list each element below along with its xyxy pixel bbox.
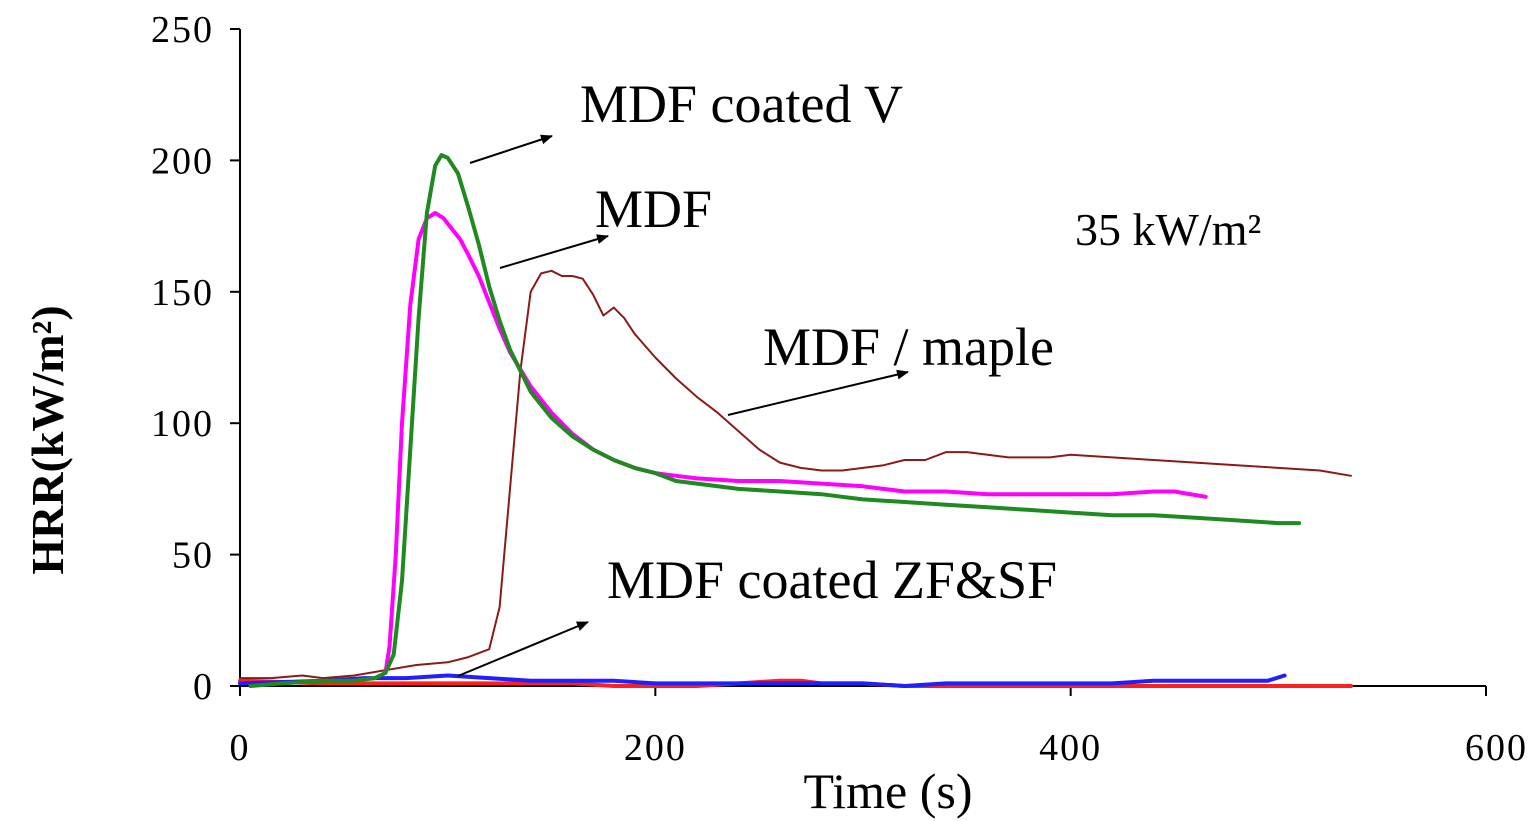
series-line-2 [239, 269, 1352, 680]
x-tick-label-2: 400 [1039, 727, 1102, 769]
condition-label: 35 kW/m² [1075, 204, 1261, 255]
axis-ticks: 0 50 100 150 200 250 0 200 400 600 [151, 9, 1528, 769]
annotation-mdf-maple: MDF / maple [763, 317, 1054, 377]
y-tick-label-0: 0 [193, 666, 214, 708]
y-tick-label-3: 150 [151, 272, 214, 314]
x-tick-label-0: 0 [230, 727, 251, 769]
x-tick-label-1: 200 [624, 727, 687, 769]
arrow-mdf-maple [727, 369, 909, 416]
y-tick-label-5: 250 [151, 9, 214, 51]
y-axis-title: HRR(kW/m²) [22, 305, 73, 574]
series-group [238, 153, 1353, 688]
y-tick-label-2: 100 [151, 403, 214, 445]
y-tick-label-4: 200 [151, 140, 214, 182]
x-axis-title: Time (s) [803, 763, 972, 819]
annotation-mdf-coated-zf-sf: MDF coated ZF&SF [607, 550, 1057, 610]
annotation-mdf-coated-v: MDF coated V [580, 74, 903, 134]
series-line-0 [248, 153, 1302, 688]
x-tick-label-3: 600 [1465, 727, 1528, 769]
arrow-mdf-coated-zf-sf [457, 621, 589, 677]
series-line-3 [238, 673, 1287, 688]
annotation-mdf: MDF [595, 179, 712, 239]
series-line-4 [238, 678, 1353, 688]
y-tick-label-1: 50 [172, 535, 214, 577]
arrow-mdf-coated-v [469, 134, 553, 164]
arrow-mdf [499, 234, 609, 269]
